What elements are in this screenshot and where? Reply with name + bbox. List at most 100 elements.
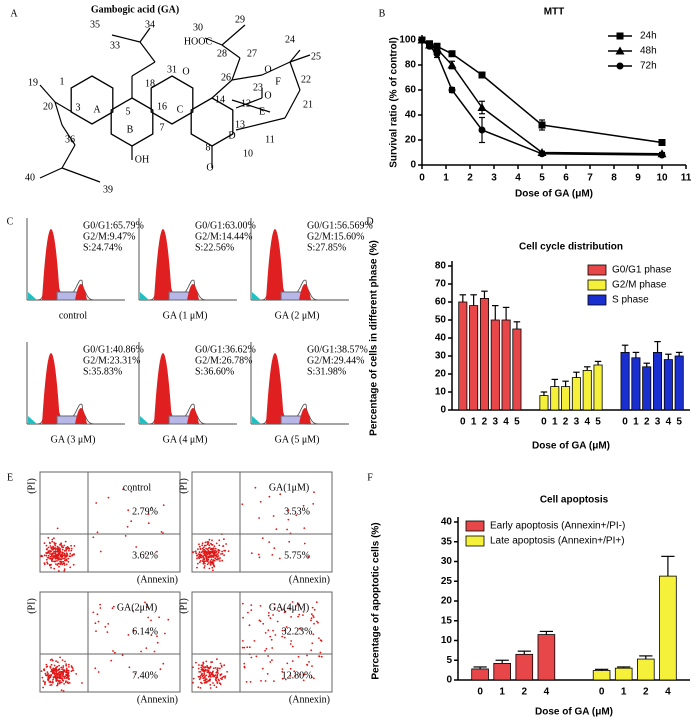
event-dot <box>315 601 318 604</box>
hist-caption: GA (5 μM) <box>275 434 320 445</box>
event-dot <box>49 555 52 558</box>
event-dot <box>298 627 301 630</box>
event-dot <box>66 671 69 673</box>
event-dot <box>206 665 209 667</box>
event-dot <box>249 681 252 683</box>
event-dot <box>50 557 52 560</box>
event-dot <box>223 554 226 557</box>
event-dot <box>203 565 206 567</box>
event-dot <box>209 678 212 681</box>
event-dot <box>311 642 314 645</box>
event-dot <box>58 546 60 549</box>
event-dot <box>205 660 208 663</box>
event-dot <box>194 550 197 553</box>
x-tick-label: 2 <box>482 417 488 428</box>
event-dot <box>212 559 215 561</box>
event-dot <box>52 676 55 679</box>
bond <box>54 101 63 126</box>
legend-label: 72h <box>640 61 657 72</box>
marker <box>448 50 456 58</box>
legend-marker <box>616 32 624 40</box>
event-dot <box>95 502 98 504</box>
phase-percent: G2/M:29.44% <box>307 355 365 366</box>
event-dot <box>281 629 284 632</box>
event-dot <box>203 673 206 676</box>
event-dot <box>317 621 319 624</box>
event-dot <box>213 559 216 562</box>
y-tick-label: 0 <box>410 160 416 171</box>
event-dot <box>272 515 275 517</box>
event-dot <box>59 550 61 553</box>
event-dot <box>47 672 49 675</box>
event-dot <box>204 670 207 672</box>
event-dot <box>283 636 286 639</box>
hist-caption: control <box>59 310 88 321</box>
event-dot <box>255 655 258 658</box>
event-dot <box>200 674 202 677</box>
event-dot <box>206 669 209 672</box>
event-dot <box>226 670 229 673</box>
event-dot <box>202 558 205 561</box>
event-dot <box>49 545 52 547</box>
bar <box>571 377 581 411</box>
upper-right-percent: 32.23% <box>282 626 313 637</box>
bar <box>582 369 592 411</box>
event-dot <box>44 681 46 683</box>
event-dot <box>67 676 69 679</box>
event-dot <box>47 557 50 559</box>
event-dot <box>51 680 54 683</box>
event-dot <box>216 673 219 676</box>
event-dot <box>216 681 219 683</box>
event-dot <box>156 550 158 553</box>
event-dot <box>53 673 56 676</box>
event-dot <box>70 670 73 673</box>
event-dot <box>64 675 67 678</box>
event-dot <box>72 563 75 566</box>
x-tick-label: 1 <box>443 173 449 184</box>
phase-percent: G0/G1:40.86% <box>83 344 144 355</box>
event-dot <box>265 647 268 650</box>
event-dot <box>92 536 95 539</box>
event-dot <box>53 664 56 667</box>
upper-right-percent: 6.14% <box>132 626 158 637</box>
event-dot <box>306 654 308 657</box>
event-dot <box>224 549 227 552</box>
event-dot <box>219 667 221 670</box>
x-tick-label: 9 <box>635 173 641 184</box>
event-dot <box>219 683 222 686</box>
y-axis-label: Survival ratio (% of control) <box>389 37 400 168</box>
event-dot <box>290 640 293 642</box>
bond <box>235 97 263 109</box>
event-dot <box>127 509 130 512</box>
event-dot <box>224 677 227 679</box>
structure-title: Gambogic acid (GA) <box>91 4 179 15</box>
event-dot <box>59 675 62 678</box>
event-dot <box>294 675 296 677</box>
event-dot <box>212 667 215 670</box>
event-dot <box>269 635 272 638</box>
marker <box>478 126 486 134</box>
event-dot <box>107 623 110 625</box>
event-dot <box>96 531 99 534</box>
debris <box>28 416 37 424</box>
event-dot <box>54 676 57 678</box>
event-dot <box>205 544 207 547</box>
event-dot <box>58 570 60 572</box>
event-dot <box>307 556 310 558</box>
marker <box>426 42 433 50</box>
event-dot <box>71 669 74 672</box>
event-dot <box>47 554 50 557</box>
event-dot <box>241 503 244 506</box>
event-dot <box>313 622 315 625</box>
event-dot <box>211 566 214 569</box>
event-dot <box>259 605 262 607</box>
event-dot <box>271 647 274 649</box>
event-dot <box>44 683 46 686</box>
atom-label: OH <box>135 154 149 165</box>
event-dot <box>302 611 305 613</box>
phase-percent: G2/M:15.60% <box>307 231 365 242</box>
event-dot <box>213 684 216 687</box>
event-dot <box>210 672 213 675</box>
x-label: (Annexin) <box>137 574 178 585</box>
x-tick-label: 2 <box>563 417 569 428</box>
